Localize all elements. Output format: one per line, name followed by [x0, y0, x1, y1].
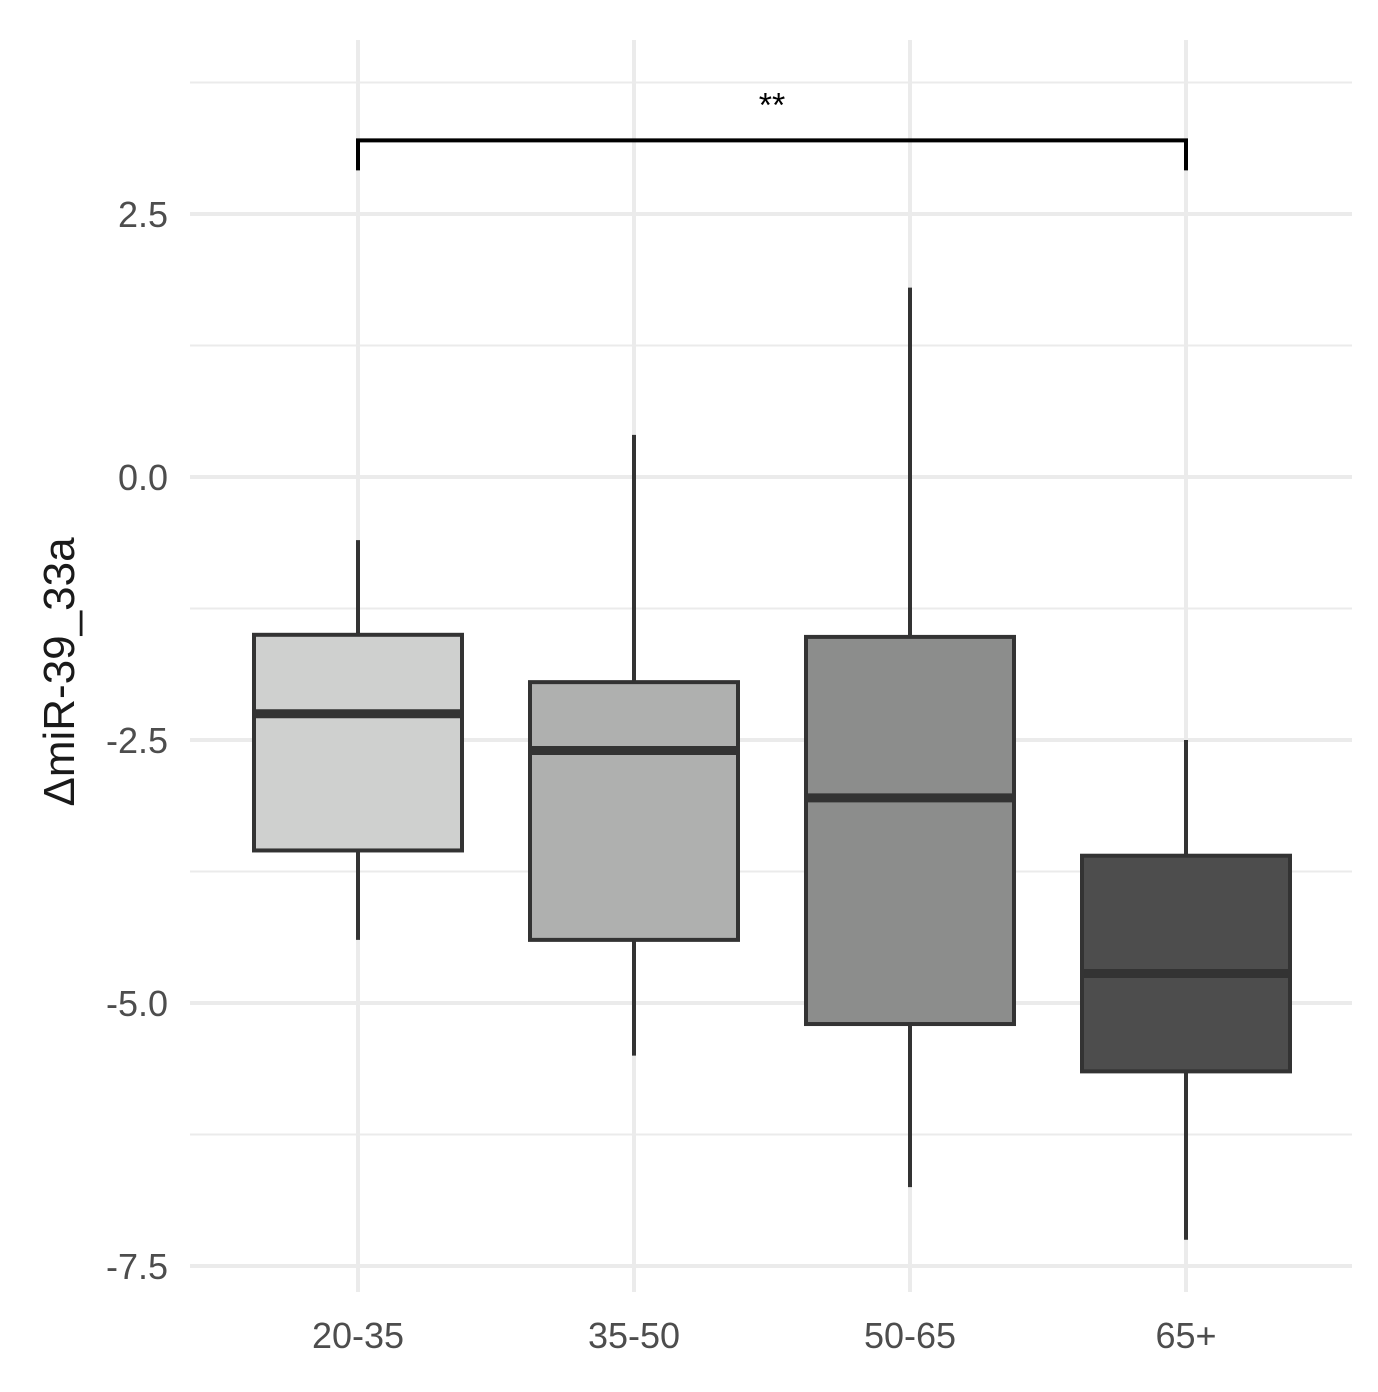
box-body — [1080, 853, 1292, 1074]
bracket-line — [356, 138, 1188, 171]
significance-label: ** — [759, 86, 785, 124]
y-tick-label: 2.5 — [118, 194, 168, 235]
box-20-35 — [252, 540, 464, 940]
box-body — [804, 634, 1016, 1027]
boxes — [252, 287, 1292, 1240]
significance-bracket: ** — [356, 86, 1188, 171]
y-tick-label: -7.5 — [106, 1246, 168, 1287]
y-axis-ticks: 2.5 0.0 -2.5 -5.0 -7.5 — [106, 194, 168, 1287]
x-tick-label: 50-65 — [864, 1315, 956, 1356]
x-tick-label: 65+ — [1155, 1315, 1216, 1356]
x-tick-label: 35-50 — [588, 1315, 680, 1356]
y-tick-label: 0.0 — [118, 457, 168, 498]
box-body — [528, 680, 740, 942]
box-body — [252, 632, 464, 853]
y-tick-label: -5.0 — [106, 983, 168, 1024]
x-tick-label: 20-35 — [312, 1315, 404, 1356]
box-65+ — [1080, 740, 1292, 1240]
y-tick-label: -2.5 — [106, 720, 168, 761]
y-axis-title: ΔmiR-39_33a — [35, 537, 84, 807]
box-35-50 — [528, 434, 740, 1056]
x-axis-ticks: 20-35 35-50 50-65 65+ — [312, 1315, 1217, 1356]
box-50-65 — [804, 287, 1016, 1188]
